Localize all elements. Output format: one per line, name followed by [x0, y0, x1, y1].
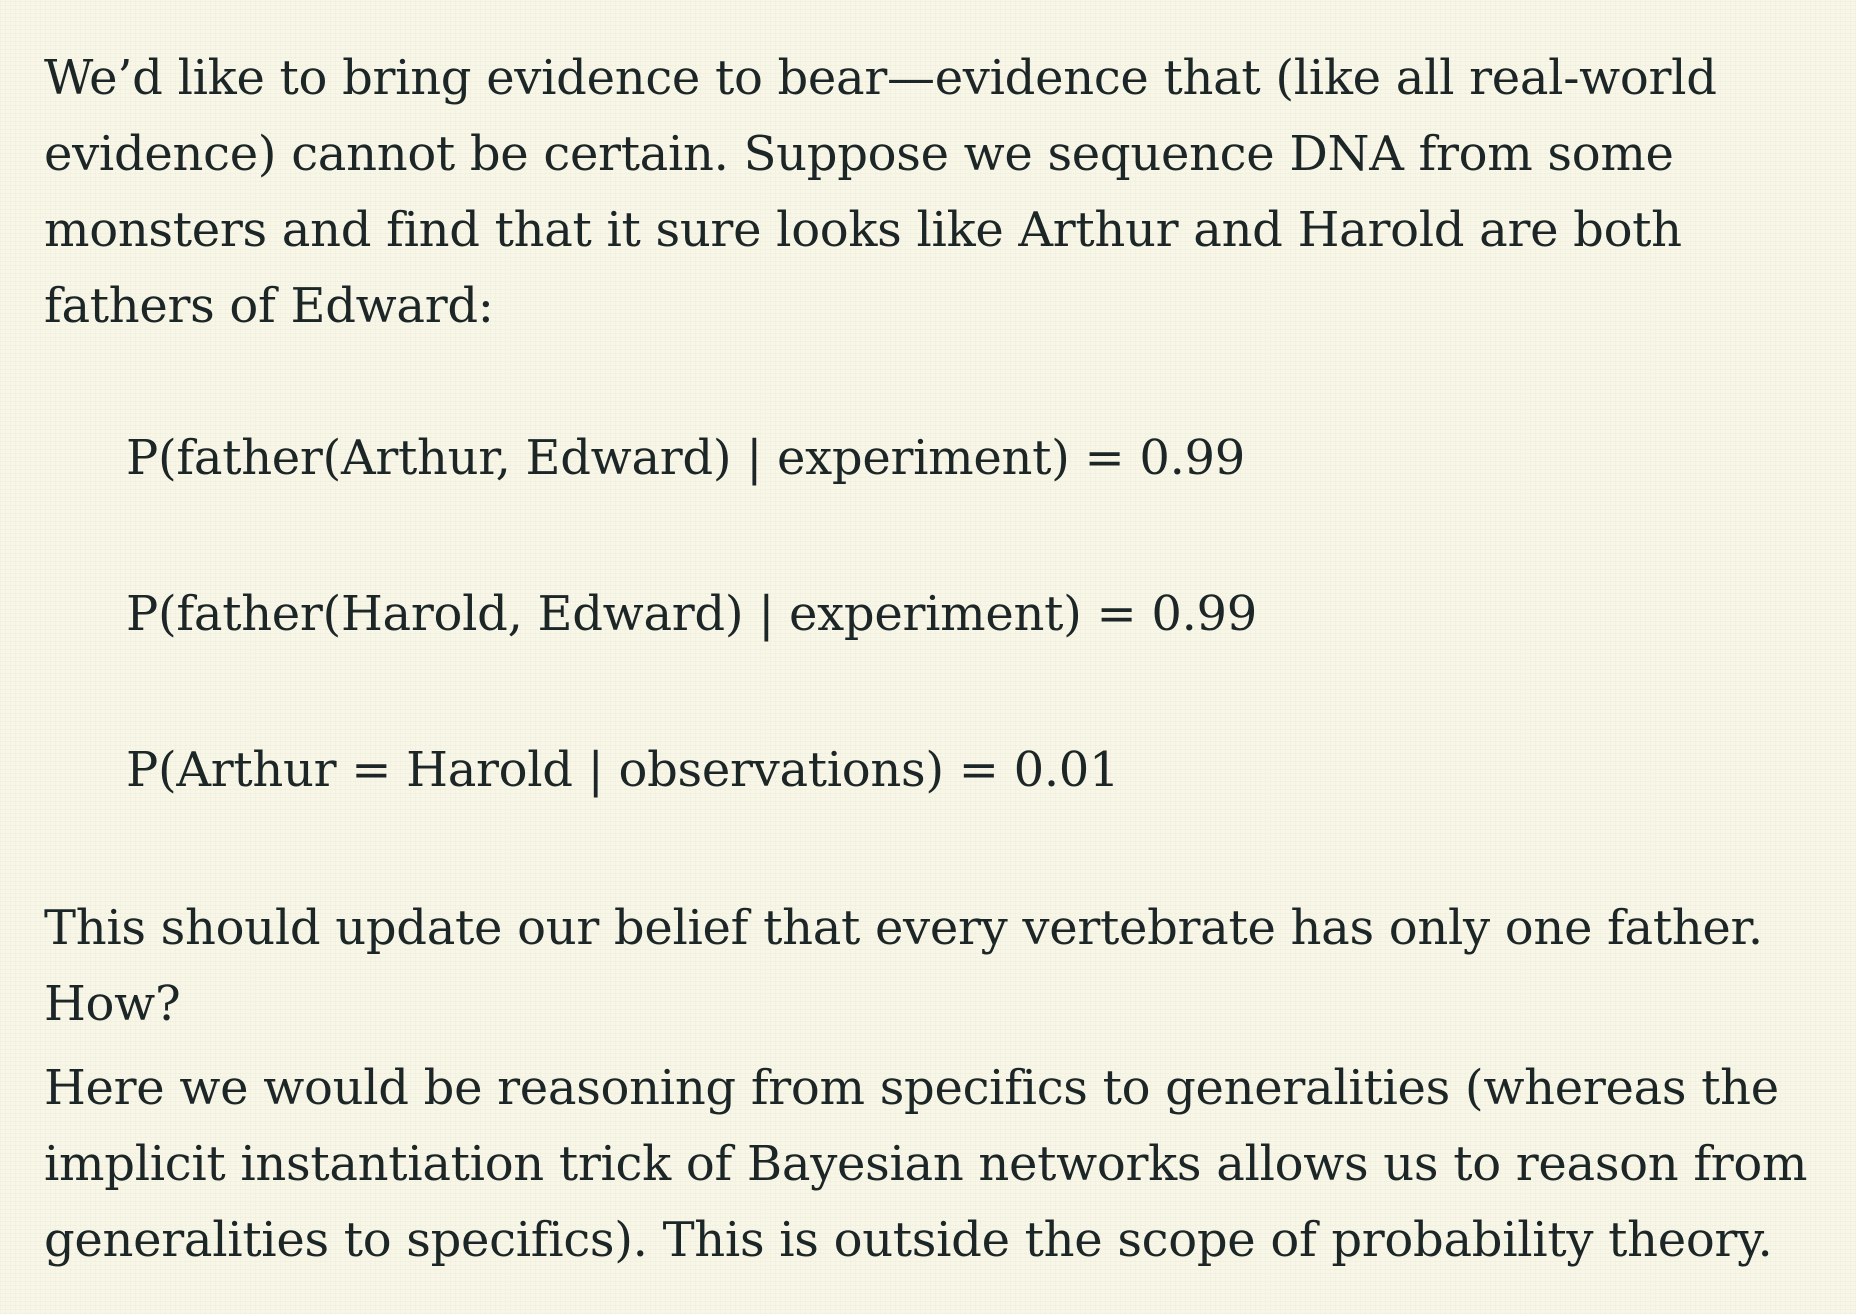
equation-father-arthur: P(father(Arthur, Edward) | experiment) =…	[126, 430, 1246, 486]
intro-paragraph: We’d like to bring evidence to bear—evid…	[44, 50, 1717, 334]
equation-father-harold: P(father(Harold, Edward) | experiment) =…	[126, 586, 1258, 642]
conclusion-paragraph: Here we would be reasoning from specific…	[44, 1060, 1808, 1268]
update-paragraph: This should update our belief that every…	[44, 900, 1763, 1032]
equation-arthur-equals-harold: P(Arthur = Harold | observations) = 0.01	[126, 742, 1120, 798]
